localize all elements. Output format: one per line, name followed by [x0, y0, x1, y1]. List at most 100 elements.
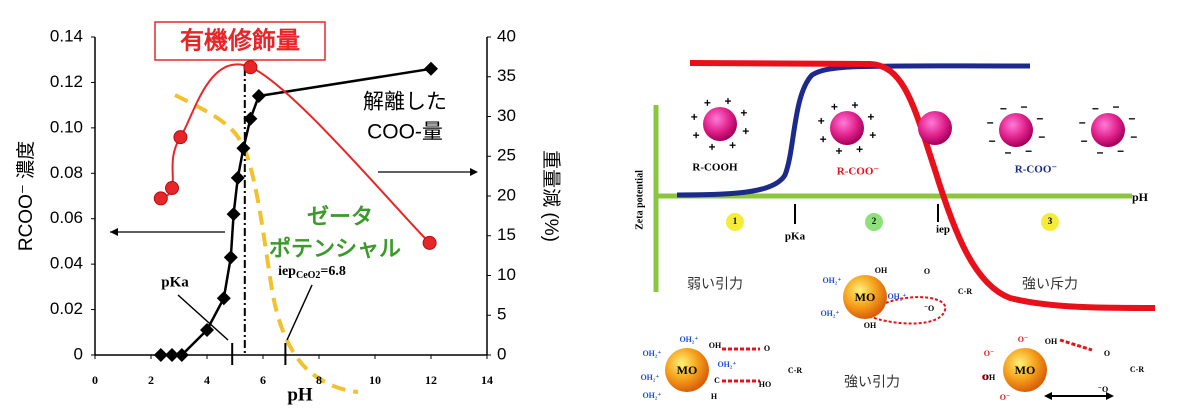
annotation: ゼータ [307, 204, 373, 229]
x-tick-label: 6 [260, 373, 266, 387]
y2-tick-label: 10 [497, 265, 516, 284]
mo-sphere [843, 275, 887, 319]
y2-axis-label: 重量減 (%) [540, 150, 562, 242]
y2-tick-label: 25 [497, 146, 516, 165]
axis-label: Zeta potential [634, 170, 645, 230]
y2-tick-label: 0 [497, 344, 506, 363]
mo-sphere [665, 348, 709, 392]
arrowhead [470, 168, 478, 176]
x-tick-label: 8 [316, 373, 322, 387]
point [422, 235, 437, 250]
point [165, 348, 179, 362]
series-label: 解離した [363, 91, 447, 114]
x-tick-label: 10 [369, 373, 381, 387]
atom-label: C [714, 376, 720, 385]
red-curve [689, 60, 1156, 311]
particle [999, 113, 1033, 147]
point [223, 250, 238, 265]
y-tick-label: 0.02 [50, 299, 83, 318]
arrow [177, 294, 229, 341]
arrowhead [110, 228, 118, 236]
annotation-part: iep [278, 264, 296, 279]
annotation-sub: CeO2 [296, 270, 320, 281]
mo-sphere [1003, 348, 1047, 392]
point [230, 170, 245, 185]
atom-label: OH [709, 341, 722, 350]
force: 強い斥力 [1022, 276, 1078, 292]
region: 2 [872, 216, 877, 226]
atom-label: OH [875, 266, 888, 275]
chart: 有機修飾量 解離した COO-量 ゼータ ポテンシャル pKa iepCeO2=… [15, 21, 562, 405]
label-box [154, 21, 326, 61]
atom-label: OH₂⁺ [717, 360, 736, 369]
link [1059, 338, 1093, 352]
force: 強い引力 [844, 374, 900, 390]
zeta-curve [174, 93, 359, 394]
y2-tick-label: 35 [497, 66, 516, 85]
atom-label: HO [759, 380, 771, 389]
point [216, 291, 231, 306]
atom-label: H [711, 392, 718, 401]
atom-label: OH₂⁺ [640, 373, 659, 382]
atom-label: OH₂⁺ [642, 349, 661, 358]
point [236, 141, 251, 156]
atom-label: MO [677, 363, 698, 377]
region: 3 [1048, 216, 1053, 226]
atom-label: O⁻ [984, 349, 994, 358]
point [174, 348, 189, 362]
y-axis-label: RCOO⁻ 濃度 [15, 141, 37, 251]
y-tick-label: 0.14 [50, 26, 83, 45]
x-tick-label: 0 [92, 373, 98, 387]
atom-label: OH₂⁺ [887, 292, 906, 301]
region: 1 [733, 216, 738, 226]
x-tick-label: 2 [148, 373, 154, 387]
atom-label: C-R [958, 287, 972, 296]
atom-label: OH₂⁺ [679, 335, 698, 344]
species: R-COO⁻ [1015, 164, 1058, 176]
atom-label: C-R [1130, 365, 1144, 374]
annotation-part: =6.8 [320, 264, 345, 279]
annotation: iepCeO2=6.8 [278, 264, 346, 281]
atom-label: O⁻ [982, 373, 992, 382]
region-dot [865, 213, 883, 231]
x-tick-label: 12 [425, 373, 437, 387]
force: 弱い引力 [687, 276, 743, 292]
point [153, 348, 168, 362]
point [200, 323, 214, 338]
atom-label: O⁻ [1018, 335, 1028, 344]
point [173, 130, 188, 145]
point [243, 111, 258, 126]
point [226, 207, 241, 222]
atom-label: O [764, 344, 770, 353]
y-tick-label: 0 [74, 344, 83, 363]
point [153, 191, 168, 206]
series-label: 有機修飾量 [180, 26, 300, 54]
species: R-COOH [692, 162, 738, 174]
atom-label: O [1104, 349, 1110, 358]
atom-label: OH [1045, 337, 1058, 346]
y-tick-label: 0.08 [50, 163, 83, 182]
atom-label: OH₂⁺ [642, 391, 661, 400]
species: R-COO⁻ [837, 166, 880, 178]
y2-tick-label: 15 [497, 225, 516, 244]
y2-tick-label: 5 [497, 305, 506, 324]
atom-label: O⁻ [1000, 393, 1010, 402]
y-tick-label: 0.06 [50, 208, 83, 227]
x-axis-label: pH [287, 384, 313, 405]
point [165, 181, 179, 196]
atom-label: OH [983, 373, 996, 382]
atom-label: OH [864, 321, 877, 330]
atom-label: OH₂⁺ [822, 276, 841, 285]
link [867, 296, 947, 325]
region-dot [726, 213, 744, 231]
atom-label: MO [1015, 363, 1036, 377]
y-tick-label: 0.10 [50, 117, 83, 136]
point [424, 61, 438, 76]
marker: iep [936, 224, 950, 236]
arrow [286, 284, 313, 341]
atom-label: C-R [788, 366, 802, 375]
particle [703, 107, 737, 141]
x-tick-label: 4 [204, 373, 210, 387]
annotation: ポテンシャル [269, 236, 401, 261]
